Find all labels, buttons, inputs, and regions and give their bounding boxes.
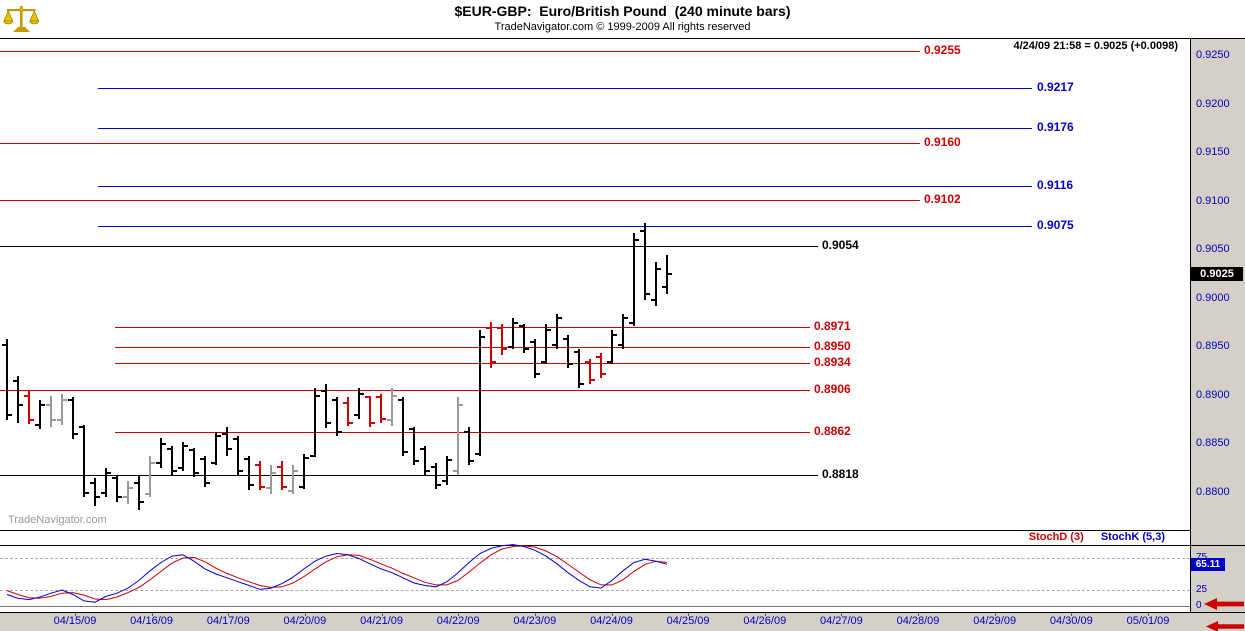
watermark: TradeNavigator.com [8, 514, 107, 526]
stochk-line [6, 544, 668, 603]
scales-logo-icon [3, 4, 40, 39]
stoch-gridline [0, 558, 1190, 559]
stochd-line [6, 545, 668, 601]
chart-subtitle: TradeNavigator.com © 1999-2009 All right… [494, 21, 751, 33]
stoch-bottom-border [0, 612, 1245, 613]
price-stoch-separator [0, 530, 1190, 531]
stochd-legend-label: StochD (3) [1028, 531, 1084, 543]
price-axis-strip[interactable] [1191, 39, 1245, 612]
stoch-gridline [0, 590, 1190, 591]
stoch-legend: StochD (3) StochK (5,3) [900, 531, 1165, 543]
header-separator [0, 38, 1245, 39]
date-axis-strip[interactable] [0, 613, 1245, 631]
stochk-legend-label: StochK (5,3) [1100, 531, 1165, 543]
stoch-scroll-left-arrow-icon[interactable] [1204, 597, 1244, 615]
stoch-zero-line [0, 606, 1190, 607]
chart-title: $EUR-GBP: Euro/British Pound (240 minute… [454, 3, 791, 19]
stoch-top-border [0, 545, 1245, 546]
date-scroll-left-arrow-icon[interactable] [1206, 619, 1244, 631]
plot-surface[interactable] [0, 39, 1190, 530]
quote-info: 4/24/09 21:58 = 0.9025 (+0.0098) [1013, 40, 1178, 52]
stoch-svg [6, 544, 668, 603]
chart-right-border [1190, 39, 1191, 612]
